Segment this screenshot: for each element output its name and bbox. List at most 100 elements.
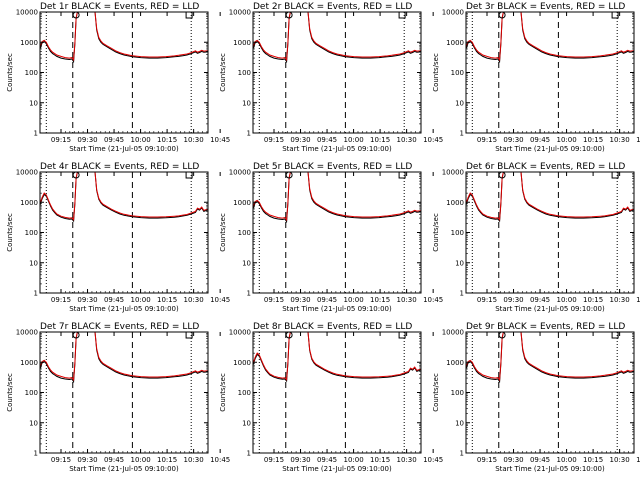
x-tick-label: 10:00 (130, 296, 150, 304)
y-tick-label: 100 (451, 229, 464, 237)
x-tick-label: 09:30 (503, 136, 523, 144)
x-axis-label: Start Time (21-Jul-05 09:10:00) (495, 145, 605, 153)
x-axis-label: Start Time (21-Jul-05 09:10:00) (282, 145, 392, 153)
x-tick-label: 09:45 (104, 136, 124, 144)
panel-title: Det 9r BLACK = Events, RED = LLD (466, 322, 625, 332)
y-tick-label: 10 (242, 99, 251, 107)
y-tick-label: 10 (29, 259, 38, 267)
events-series-line (253, 12, 421, 64)
detector-panel: Det 4r BLACK = Events, RED = LLD 1 10 100 10… (6, 162, 230, 313)
x-tick-label: 09:30 (503, 456, 523, 464)
y-tick-label: 10 (242, 259, 251, 267)
x-tick-label: 10:00 (556, 296, 576, 304)
x-axis-label: Start Time (21-Jul-05 09:10:00) (282, 465, 392, 473)
x-tick-label: 09:45 (317, 136, 337, 144)
x-tick-label: 10:45 (423, 296, 443, 304)
panel-title: Det 6r BLACK = Events, RED = LLD (466, 162, 625, 172)
x-tick-label: 10:15 (370, 136, 390, 144)
panel-title: Det 2r BLACK = Events, RED = LLD (253, 2, 412, 12)
lld-series-line (466, 172, 634, 221)
x-tick-label: 10:45 (423, 456, 443, 464)
x-tick-label: 09:15 (51, 456, 71, 464)
x-tick-label: 10:00 (130, 136, 150, 144)
y-tick-label: 1000 (446, 359, 464, 367)
lld-series-line (466, 332, 634, 382)
x-tick-label: 09:45 (530, 136, 550, 144)
y-axis-label: Counts/sec (432, 53, 440, 92)
y-tick-label: 1000 (20, 199, 38, 207)
y-axis-label: Counts/sec (219, 53, 227, 92)
y-tick-label: 1000 (233, 39, 251, 47)
x-tick-label: 10:15 (370, 456, 390, 464)
y-tick-label: 1 (34, 450, 38, 458)
events-series-line (40, 172, 208, 223)
x-tick-label: 10:45 (636, 296, 640, 304)
x-tick-label: 10:30 (610, 296, 630, 304)
x-tick-label: 10:30 (610, 136, 630, 144)
x-tick-label: 09:15 (477, 136, 497, 144)
events-series-line (466, 332, 634, 384)
panel-title: Det 7r BLACK = Events, RED = LLD (40, 322, 199, 332)
x-tick-label: 10:15 (157, 296, 177, 304)
x-tick-label: 10:30 (184, 296, 204, 304)
y-tick-label: 10 (455, 419, 464, 427)
detector-panel: Det 5r BLACK = Events, RED = LLD 1 10 100 10… (219, 162, 443, 313)
y-axis-label: Counts/sec (6, 373, 14, 412)
lld-series-line (40, 332, 208, 382)
y-tick-label: 100 (238, 69, 251, 77)
detector-panel: Det 1r BLACK = Events, RED = LLD 1 10 100 10… (6, 2, 230, 153)
y-tick-label: 1 (34, 290, 38, 298)
x-tick-label: 10:15 (157, 456, 177, 464)
events-series-line (253, 172, 421, 224)
y-tick-label: 10 (242, 419, 251, 427)
x-tick-label: 10:45 (636, 456, 640, 464)
y-tick-label: 10000 (229, 9, 251, 17)
panel-title: Det 5r BLACK = Events, RED = LLD (253, 162, 412, 172)
x-tick-label: 09:30 (290, 136, 310, 144)
x-tick-label: 10:00 (343, 136, 363, 144)
panel-title: Det 4r BLACK = Events, RED = LLD (40, 162, 199, 172)
x-axis-label: Start Time (21-Jul-05 09:10:00) (495, 465, 605, 473)
y-tick-label: 1 (460, 450, 464, 458)
y-tick-label: 1000 (233, 199, 251, 207)
x-tick-label: 09:15 (477, 456, 497, 464)
x-tick-label: 09:45 (317, 456, 337, 464)
y-tick-label: 1 (247, 290, 251, 298)
x-tick-label: 10:15 (370, 296, 390, 304)
y-tick-label: 1 (247, 130, 251, 138)
x-tick-label: 09:30 (290, 296, 310, 304)
y-tick-label: 10000 (229, 169, 251, 177)
y-tick-label: 1000 (446, 39, 464, 47)
y-tick-label: 100 (25, 229, 38, 237)
y-tick-label: 10000 (229, 329, 251, 337)
x-tick-label: 10:15 (157, 136, 177, 144)
x-tick-label: 09:45 (317, 296, 337, 304)
y-tick-label: 1 (34, 130, 38, 138)
lld-series-line (253, 12, 421, 62)
x-tick-label: 10:00 (130, 456, 150, 464)
events-series-line (466, 172, 634, 223)
events-series-line (253, 332, 421, 383)
y-tick-label: 100 (238, 229, 251, 237)
lld-series-line (253, 332, 421, 381)
y-tick-label: 1000 (20, 39, 38, 47)
x-axis-label: Start Time (21-Jul-05 09:10:00) (69, 305, 179, 313)
x-tick-label: 09:45 (530, 456, 550, 464)
x-tick-label: 10:45 (423, 136, 443, 144)
x-tick-label: 09:30 (503, 296, 523, 304)
lld-series-line (253, 172, 421, 222)
x-tick-label: 10:45 (210, 296, 230, 304)
x-tick-label: 10:00 (556, 456, 576, 464)
y-axis-label: Counts/sec (432, 373, 440, 412)
y-tick-label: 10000 (16, 9, 38, 17)
x-tick-label: 09:15 (477, 296, 497, 304)
y-tick-label: 1000 (20, 359, 38, 367)
x-tick-label: 09:45 (104, 296, 124, 304)
x-tick-label: 10:45 (210, 136, 230, 144)
x-tick-label: 09:15 (51, 296, 71, 304)
y-axis-label: Counts/sec (219, 213, 227, 252)
y-axis-label: Counts/sec (6, 53, 14, 92)
x-tick-label: 09:45 (530, 296, 550, 304)
y-tick-label: 10 (29, 419, 38, 427)
